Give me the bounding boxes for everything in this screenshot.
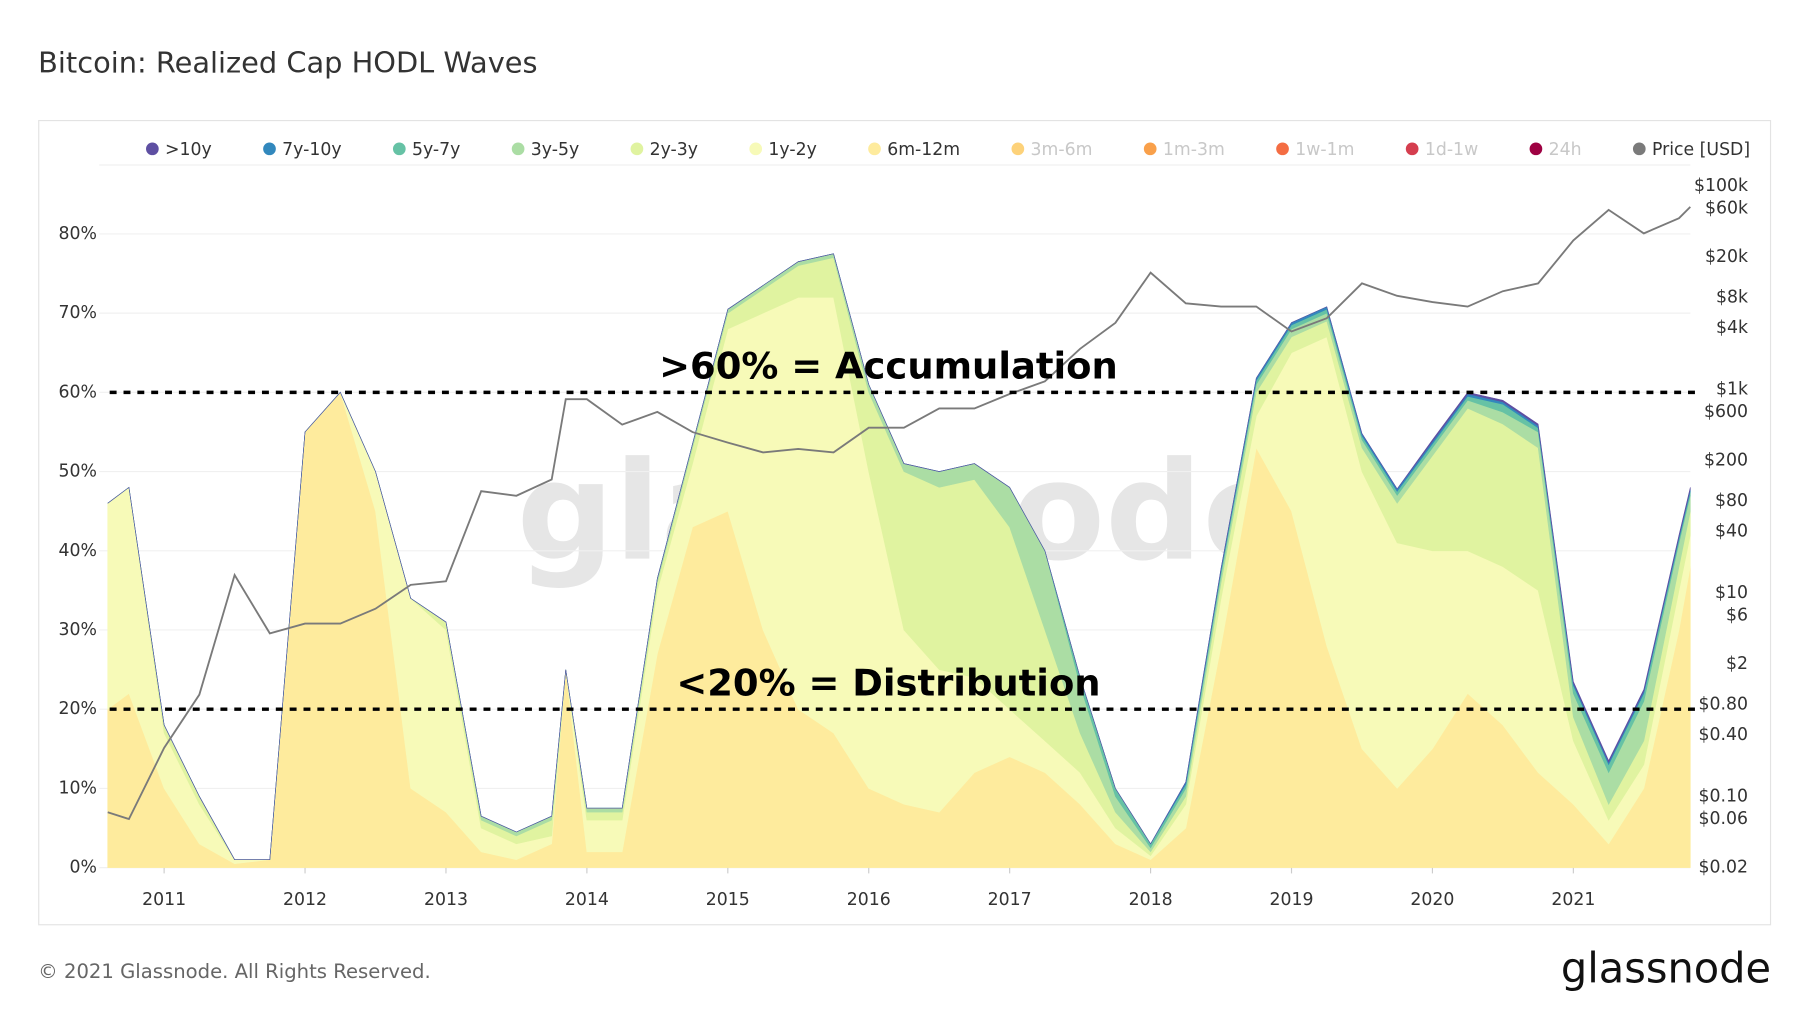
y-tick-label: 70% xyxy=(59,303,97,323)
legend-dot xyxy=(1276,142,1289,156)
legend-dot xyxy=(511,142,525,156)
y2-tick-label: $80 xyxy=(1715,491,1748,511)
x-tick-label: 2018 xyxy=(1129,890,1173,910)
y2-tick-label: $20k xyxy=(1705,247,1748,267)
legend-label: 7y-10y xyxy=(282,140,341,160)
legend-label: 1d-1w xyxy=(1425,140,1478,160)
legend-dot xyxy=(1405,142,1419,156)
legend-item[interactable]: 7y-10y xyxy=(263,140,342,160)
legend-item[interactable]: 6m-12m xyxy=(868,140,960,160)
x-tick-label: 2021 xyxy=(1551,890,1595,910)
area-band xyxy=(107,253,1691,860)
legend-label: >10y xyxy=(165,140,212,160)
legend-item[interactable]: 1d-1w xyxy=(1405,140,1478,160)
legend-label: 1m-3m xyxy=(1163,140,1225,160)
x-tick-label: 2019 xyxy=(1269,890,1313,910)
legend-dot xyxy=(1143,142,1157,156)
legend-dot xyxy=(392,142,406,156)
logo: glassnode xyxy=(1561,943,1771,992)
annotation: <20% = Distribution xyxy=(676,661,1100,704)
legend-dot xyxy=(1632,142,1646,156)
annotation: >60% = Accumulation xyxy=(659,345,1118,388)
y2-tick-label: $8k xyxy=(1716,287,1748,307)
legend-label: 3m-6m xyxy=(1031,140,1093,160)
y2-tick-label: $0.02 xyxy=(1698,858,1748,878)
legend-dot xyxy=(146,142,159,156)
y-tick-label: 30% xyxy=(59,620,97,640)
legend-label: 1y-2y xyxy=(768,140,816,160)
plot: 0% 10% 20% 30% 40% 50% 60% 70% 80% $100k$60k $20k $… xyxy=(59,164,1748,910)
x-tick-label: 2015 xyxy=(706,890,750,910)
legend-label: 6m-12m xyxy=(887,140,960,160)
y2-tick-label: $60k xyxy=(1705,198,1748,218)
legend-dot xyxy=(1529,142,1543,156)
chart-title: Bitcoin: Realized Cap HODL Waves xyxy=(38,46,537,80)
legend-label: 24h xyxy=(1549,140,1582,160)
y2-tick-label: $600 xyxy=(1704,402,1748,422)
y2-tick-label: $0.06 xyxy=(1698,809,1748,829)
x-tick-label: 2014 xyxy=(565,890,609,910)
legend-dot xyxy=(1011,142,1025,156)
legend-dot xyxy=(630,142,644,156)
y2-tick-label: $10 xyxy=(1715,583,1748,603)
price-line xyxy=(107,206,1691,821)
legend-label: 3y-5y xyxy=(531,140,579,160)
footer: © 2021 Glassnode. All Rights Reserved. xyxy=(38,960,431,983)
y-tick-label: 40% xyxy=(59,541,97,561)
legend-item[interactable]: 24h xyxy=(1529,140,1582,160)
legend-dot xyxy=(868,142,881,156)
y-tick-label: 0% xyxy=(70,858,97,878)
y-tick-label: 50% xyxy=(59,462,97,482)
x-tick-label: 2020 xyxy=(1410,890,1454,910)
y2-tick-label: $40 xyxy=(1715,522,1748,542)
legend-item[interactable]: 2y-3y xyxy=(630,140,698,160)
y-tick-label: 60% xyxy=(59,382,97,402)
legend-item[interactable]: 1y-2y xyxy=(749,140,817,160)
legend-dot xyxy=(749,142,763,156)
x-tick-label: 2013 xyxy=(424,890,468,910)
y-tick-label: 20% xyxy=(59,699,97,719)
legend-label: Price [USD] xyxy=(1652,140,1750,160)
legend-label: 1w-1m xyxy=(1295,140,1354,160)
y2-tick-label: $0.80 xyxy=(1698,695,1748,715)
legend-item[interactable]: 3m-6m xyxy=(1011,140,1093,160)
legend-label: 5y-7y xyxy=(412,140,460,160)
x-tick-label: 2017 xyxy=(988,890,1032,910)
y-tick-label: 10% xyxy=(59,778,97,798)
y2-tick-label: $6 xyxy=(1726,605,1748,625)
legend-item[interactable]: 1m-3m xyxy=(1143,140,1225,160)
y2-tick-label: $0.10 xyxy=(1698,786,1748,806)
x-tick-label: 2016 xyxy=(847,890,891,910)
legend-item[interactable]: >10y xyxy=(146,140,212,160)
legend-item[interactable]: 3y-5y xyxy=(511,140,579,160)
legend-item[interactable]: 1w-1m xyxy=(1276,140,1354,160)
x-tick-label: 2012 xyxy=(283,890,327,910)
y2-tick-label: $2 xyxy=(1726,654,1748,674)
y2-tick-label: $1k xyxy=(1716,379,1748,399)
x-tick-label: 2011 xyxy=(142,890,186,910)
legend-label: 2y-3y xyxy=(650,140,698,160)
chart-panel xyxy=(38,119,1772,926)
y2-tick-label: $200 xyxy=(1704,450,1748,470)
y2-tick-label: $4k xyxy=(1716,318,1748,338)
y2-tick-label: $0.40 xyxy=(1698,725,1748,745)
y-tick-label: 80% xyxy=(59,224,97,244)
legend-item[interactable]: 5y-7y xyxy=(392,140,460,160)
y2-tick-label: $100k xyxy=(1694,176,1748,196)
legend-dot xyxy=(263,142,276,156)
legend-item[interactable]: Price [USD] xyxy=(1632,140,1750,160)
